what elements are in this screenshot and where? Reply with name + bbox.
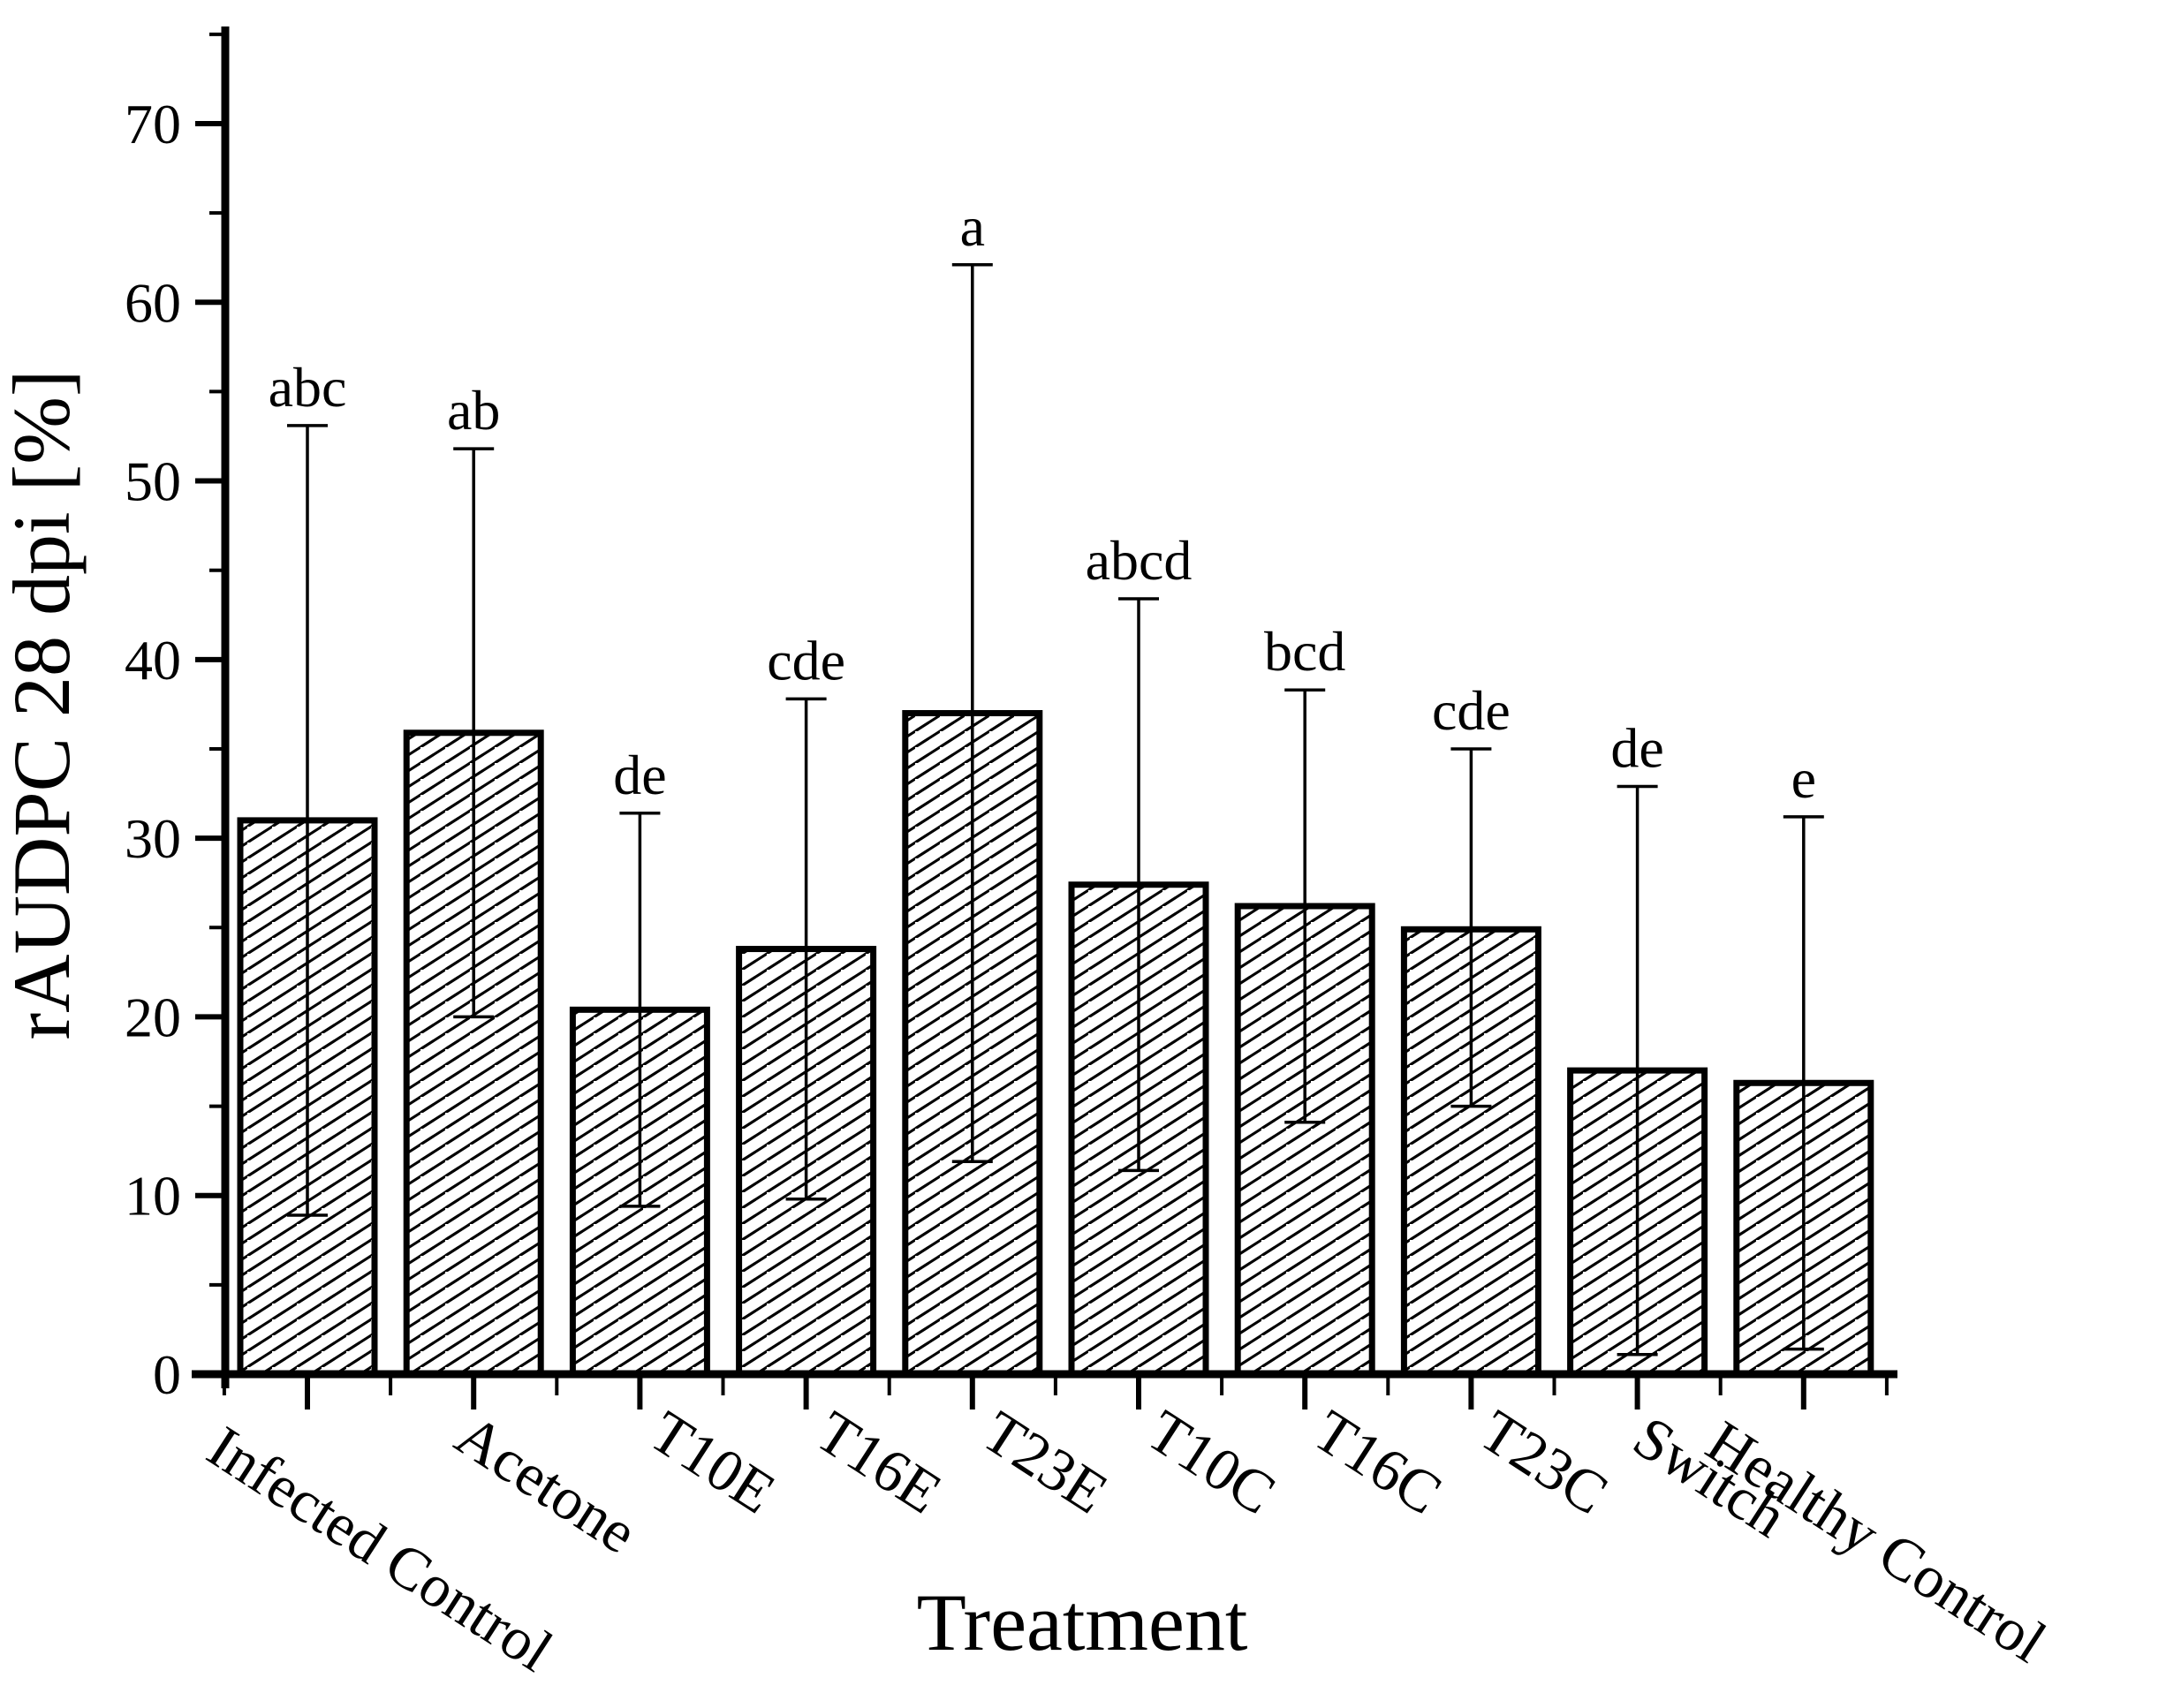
x-category-label-t23c: T23C bbox=[1468, 1396, 1619, 1527]
significance-letter-infected-control: abc bbox=[269, 356, 347, 419]
y-tick-label-60: 60 bbox=[125, 271, 181, 334]
x-category-label-t16c: T16C bbox=[1302, 1396, 1453, 1527]
y-tick-label-30: 30 bbox=[125, 807, 181, 870]
error-bar-healthy-control bbox=[1783, 815, 1824, 1351]
y-tick-label-40: 40 bbox=[125, 629, 181, 692]
significance-letters-group: abc ab de cde a abcd bcd cde de e bbox=[269, 195, 1816, 810]
y-axis-title: rAUDPC 28 dpi [%] bbox=[0, 370, 87, 1040]
axis-ticks-group bbox=[195, 32, 1889, 1409]
significance-letter-t10c: abcd bbox=[1086, 529, 1193, 592]
x-axis-title: Treatment bbox=[917, 1577, 1248, 1667]
bars-group bbox=[237, 710, 1874, 1378]
x-category-label-acetone: Acetone bbox=[444, 1401, 648, 1566]
significance-letter-switch: de bbox=[1610, 716, 1663, 779]
error-bar-t10e bbox=[619, 812, 661, 1208]
significance-letter-t16e: cde bbox=[767, 629, 845, 692]
significance-letter-acetone: ab bbox=[447, 379, 500, 442]
significance-letter-healthy-control: e bbox=[1791, 747, 1816, 810]
x-category-label-t23e: T23E bbox=[971, 1397, 1119, 1526]
x-category-label-t10c: T10C bbox=[1136, 1396, 1287, 1527]
error-bar-t10c bbox=[1118, 597, 1159, 1173]
significance-letter-t10e: de bbox=[613, 744, 666, 806]
y-tick-label-50: 50 bbox=[125, 450, 181, 513]
significance-letter-t23c: cde bbox=[1432, 679, 1511, 742]
error-bar-t16e bbox=[785, 697, 827, 1201]
error-bar-acetone bbox=[453, 447, 495, 1019]
x-category-label-t10e: T10E bbox=[639, 1397, 787, 1526]
significance-letter-t23e: a bbox=[960, 195, 985, 258]
y-tick-label-10: 10 bbox=[125, 1165, 181, 1228]
y-tick-label-0: 0 bbox=[153, 1343, 181, 1406]
y-tick-labels-group: 0 10 20 30 40 50 60 70 bbox=[125, 93, 181, 1406]
error-bar-t23c bbox=[1450, 747, 1492, 1108]
error-bars-group bbox=[287, 263, 1824, 1357]
error-bar-t23e bbox=[951, 263, 993, 1164]
y-tick-label-70: 70 bbox=[125, 93, 181, 155]
x-category-label-t16e: T16E bbox=[805, 1397, 953, 1526]
error-bar-switch bbox=[1617, 784, 1658, 1357]
error-bar-infected-control bbox=[287, 424, 328, 1217]
y-tick-label-20: 20 bbox=[125, 986, 181, 1048]
significance-letter-t16c: bcd bbox=[1264, 620, 1345, 683]
axes-group bbox=[192, 26, 1897, 1388]
error-bar-t16c bbox=[1284, 688, 1326, 1124]
